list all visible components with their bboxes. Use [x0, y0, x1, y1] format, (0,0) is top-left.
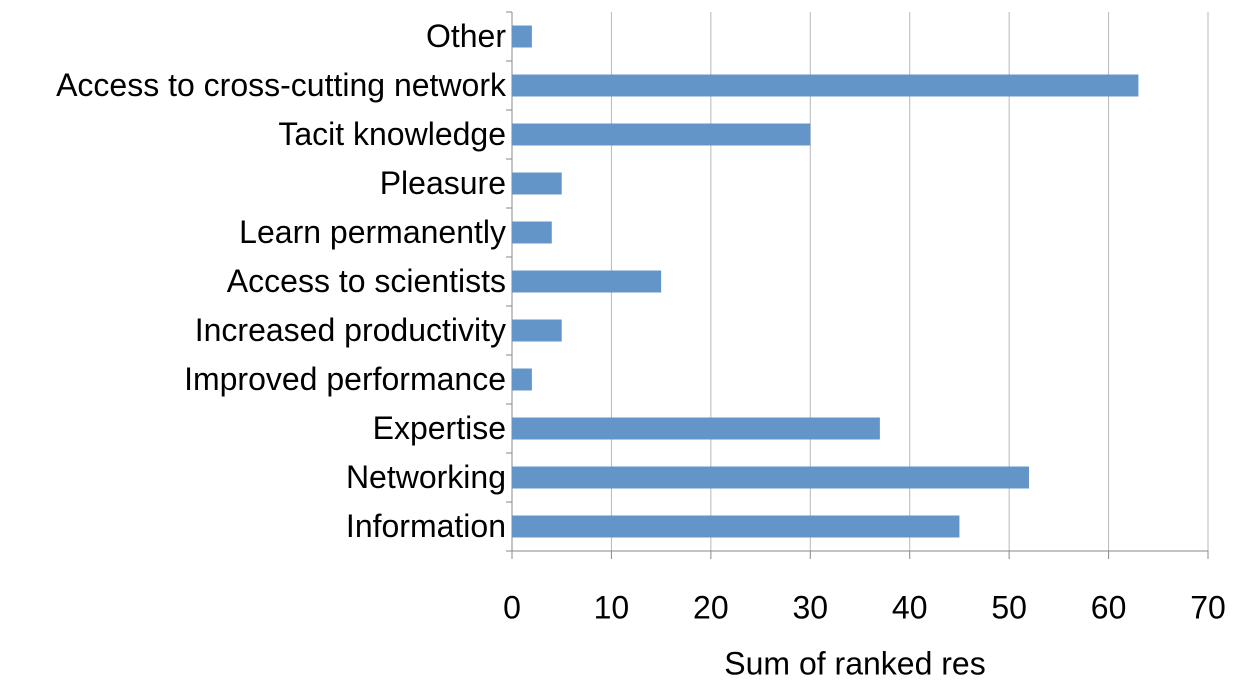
y-tick-label: Information	[346, 508, 506, 544]
bar	[512, 319, 562, 342]
bar	[512, 221, 552, 244]
bar	[512, 123, 811, 146]
bar	[512, 270, 662, 293]
bar	[512, 466, 1030, 489]
x-tick-label: 50	[991, 589, 1027, 625]
x-tick-label: 0	[503, 589, 521, 625]
y-tick-label: Increased productivity	[195, 312, 506, 348]
bar	[512, 25, 532, 48]
x-tick-label: 70	[1190, 589, 1226, 625]
y-tick-label: Expertise	[373, 410, 506, 446]
y-tick-label: Learn permanently	[239, 214, 506, 250]
y-tick-label: Tacit knowledge	[278, 116, 506, 152]
x-tick-label: 40	[892, 589, 928, 625]
y-tick-label: Pleasure	[380, 165, 506, 201]
bar	[512, 368, 532, 391]
y-tick-label: Networking	[346, 459, 506, 495]
bar	[512, 172, 562, 195]
y-tick-label: Access to cross-cutting network	[56, 67, 507, 103]
x-tick-label: 20	[693, 589, 729, 625]
y-tick-label: Improved performance	[184, 361, 506, 397]
bar	[512, 74, 1139, 97]
x-tick-label: 30	[792, 589, 828, 625]
y-tick-label: Access to scientists	[227, 263, 506, 299]
y-tick-label: Other	[426, 18, 506, 54]
x-axis-title: Sum of ranked res	[724, 645, 985, 681]
bar	[512, 417, 880, 440]
bar	[512, 515, 960, 538]
x-tick-label: 10	[594, 589, 630, 625]
x-tick-label: 60	[1091, 589, 1127, 625]
